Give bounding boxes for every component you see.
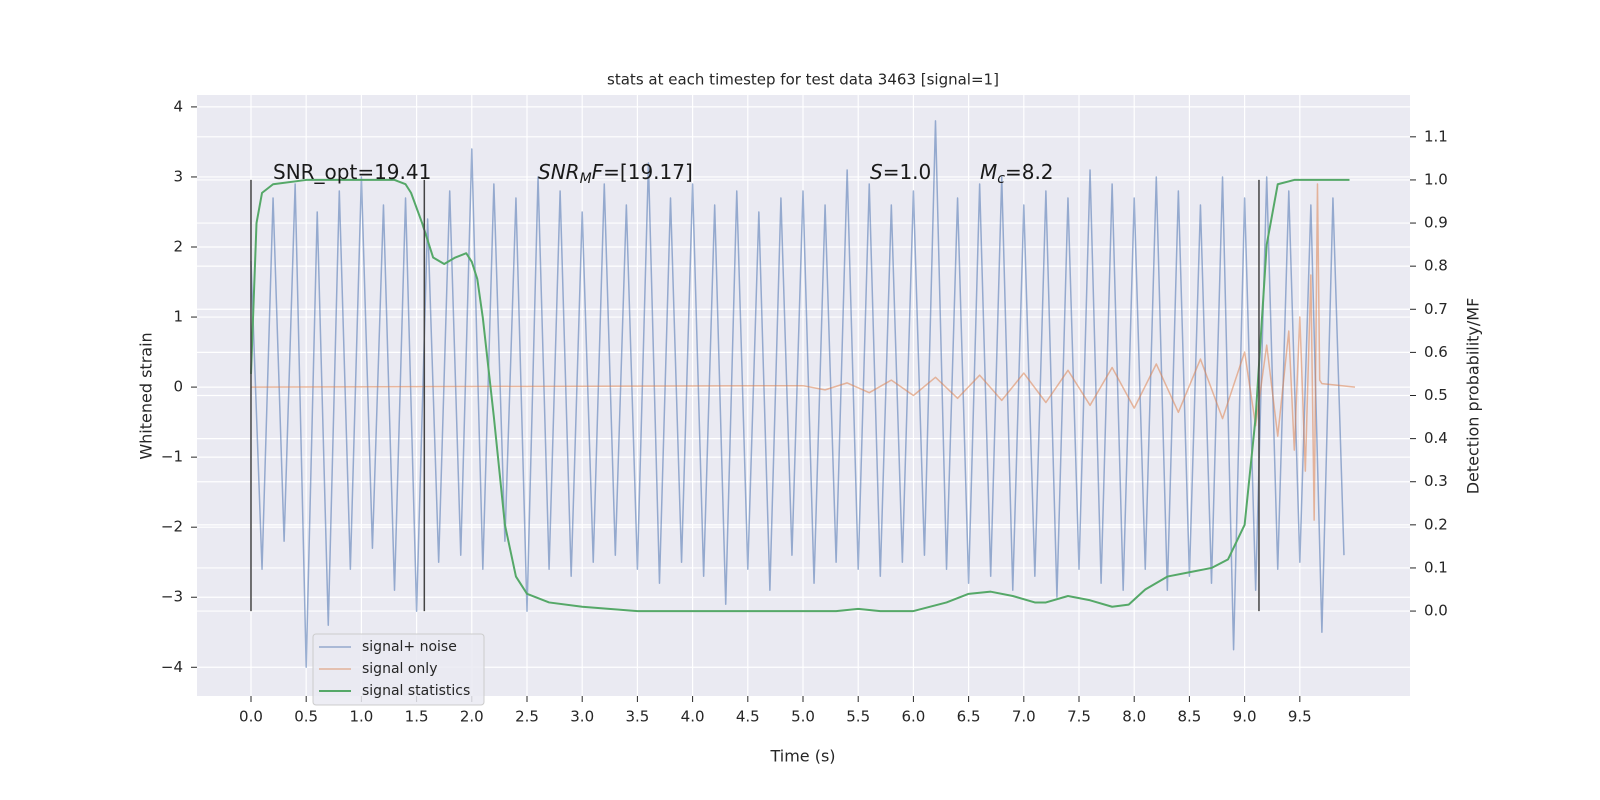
x-tick-label: 4.5	[736, 708, 760, 726]
series-line	[249, 178, 1350, 613]
y2-tick-label: 0.4	[1424, 429, 1448, 447]
annotation-part: SNR_opt=19.41	[273, 160, 431, 184]
x-tick-label: 9.5	[1288, 708, 1312, 726]
y-tick-label: 3	[173, 167, 183, 185]
y-tick-label: −2	[161, 518, 183, 536]
x-tick-label: 2.5	[515, 708, 539, 726]
annotation: Mc=8.2	[980, 160, 1054, 188]
y-axis-label: Whitened strain	[137, 332, 156, 459]
annotation-part: =[19.17]	[603, 160, 693, 184]
annotation: S=1.0	[870, 160, 931, 184]
annotation-part: S	[870, 160, 883, 184]
series-line	[250, 120, 1345, 669]
x-tick-label: 6.5	[957, 708, 981, 726]
x-tick-label: 3.5	[625, 708, 649, 726]
y2-tick-label: 0.6	[1424, 343, 1448, 361]
y-tick-label: −1	[161, 448, 183, 466]
x-tick-label: 3.0	[570, 708, 594, 726]
annotation-part: M	[980, 160, 997, 184]
legend-label: signal statistics	[362, 683, 470, 699]
x-tick-label: 7.5	[1067, 708, 1091, 726]
y-tick-label: 2	[173, 238, 183, 256]
x-tick-label: 8.5	[1177, 708, 1201, 726]
legend-label: signal+ noise	[362, 639, 457, 655]
y2-axis-label: Detection probability/MF	[1464, 298, 1483, 495]
y2-tick-label: 0.5	[1424, 386, 1448, 404]
x-tick-label: 5.5	[846, 708, 870, 726]
annotation: SNRMF=[19.17]	[538, 160, 693, 188]
annotation-part: =8.2	[1005, 160, 1054, 184]
annotation: SNR_opt=19.41	[273, 160, 431, 184]
y2-tick-label: 0.9	[1424, 214, 1448, 232]
x-tick-label: 6.0	[901, 708, 925, 726]
annotation-part: =1.0	[883, 160, 932, 184]
x-tick-label: 1.5	[405, 708, 429, 726]
y2-tick-label: 1.0	[1424, 170, 1448, 188]
y-tick-label: 4	[173, 97, 183, 115]
y-tick-label: 1	[173, 308, 183, 326]
y2-tick-label: 0.1	[1424, 558, 1448, 576]
y-tick-label: −4	[161, 658, 183, 676]
x-axis-label: Time (s)	[769, 747, 835, 766]
x-tick-label: 0.0	[239, 708, 263, 726]
y2-tick-label: 0.3	[1424, 472, 1448, 490]
x-tick-label: 1.0	[349, 708, 373, 726]
x-tick-label: 7.0	[1012, 708, 1036, 726]
annotation-part: c	[997, 171, 1005, 187]
annotation-part: F	[592, 160, 604, 184]
y2-tick-label: 0.7	[1424, 300, 1448, 318]
x-tick-label: 8.0	[1122, 708, 1146, 726]
series-line	[250, 183, 1356, 521]
y2-tick-label: 1.1	[1424, 127, 1448, 145]
legend-box	[312, 633, 485, 706]
x-tick-label: 0.5	[294, 708, 318, 726]
x-tick-label: 9.0	[1233, 708, 1257, 726]
x-tick-label: 2.0	[460, 708, 484, 726]
y2-tick-label: 0.0	[1424, 602, 1448, 620]
legend: signal+ noise signal only signal statistic…	[312, 633, 485, 706]
y2-tick-label: 0.8	[1424, 257, 1448, 275]
y-tick-label: −3	[161, 588, 183, 606]
x-tick-label: 5.0	[791, 708, 815, 726]
legend-label: signal only	[362, 661, 437, 677]
annotation-part: SNR	[538, 160, 580, 184]
annotation-part: M	[580, 171, 592, 187]
x-tick-label: 4.0	[681, 708, 705, 726]
y2-tick-label: 0.2	[1424, 515, 1448, 533]
y-tick-label: 0	[173, 378, 183, 396]
chart-title: stats at each timestep for test data 346…	[607, 71, 999, 89]
